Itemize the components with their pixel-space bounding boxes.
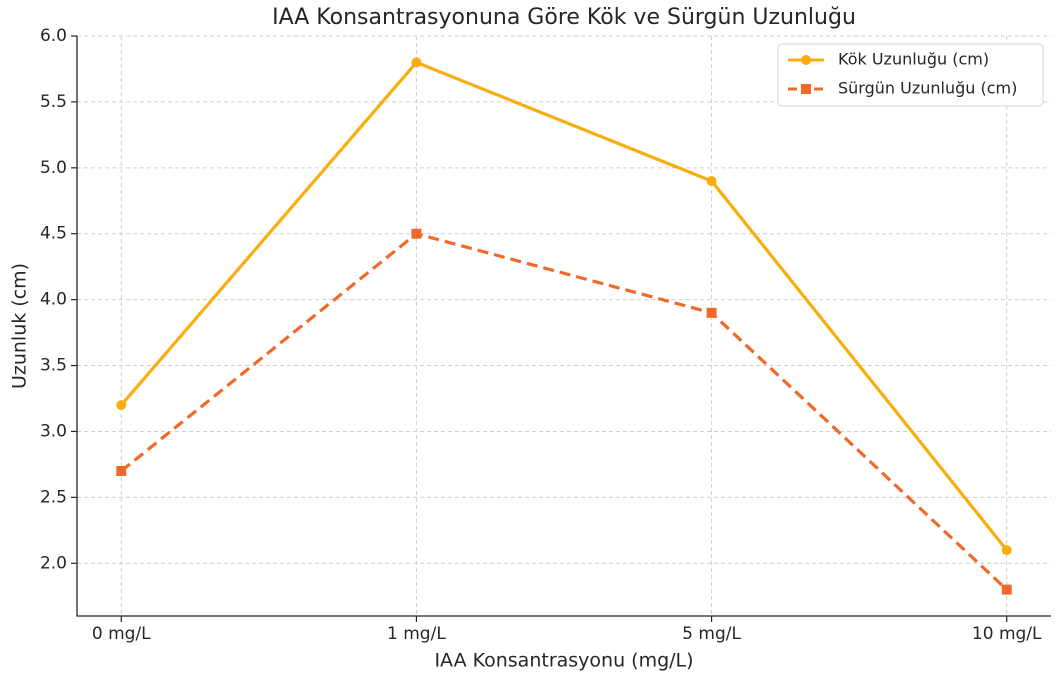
marker [116,466,127,476]
y-axis-label: Uzunluk (cm) [9,263,31,389]
y-tick-label: 2.0 [40,553,67,573]
x-axis-label: IAA Konsantrasyonu (mg/L) [434,650,693,672]
legend-label: Kök Uzunluğu (cm) [838,50,989,69]
series-line [120,60,1008,552]
marker [706,176,717,186]
chart-title: IAA Konsantrasyonuna Göre Kök ve Sürgün … [272,5,856,30]
axes [76,36,1051,617]
x-tick-label: 1 mg/L [387,624,446,644]
x-tick-label: 0 mg/L [92,624,151,644]
x-tick-label: 5 mg/L [682,624,741,644]
marker [1001,584,1012,595]
x-tick-label: 10 mg/L [972,624,1042,644]
marker [116,400,127,411]
legend-label: Sürgün Uzunluğu (cm) [838,79,1017,98]
marker [706,307,717,318]
marker [801,84,811,94]
marker [411,57,422,68]
legend-box [777,43,1044,107]
y-tick-label: 4.0 [40,290,67,310]
y-tick-label: 3.5 [40,356,67,376]
y-tick-label: 3.0 [40,421,67,441]
marker [1001,545,1012,556]
marker [411,228,422,239]
y-tick-label: 4.5 [40,224,67,244]
series-line [120,231,1008,591]
y-tick-label: 5.5 [40,92,67,112]
y-tick-label: 6.0 [40,26,67,46]
legend: Kök Uzunluğu (cm) Sürgün Uzunluğu (cm) [777,43,1044,107]
y-tick-label: 5.0 [40,158,67,178]
y-tick-label: 2.5 [40,487,67,507]
marker [801,55,811,65]
